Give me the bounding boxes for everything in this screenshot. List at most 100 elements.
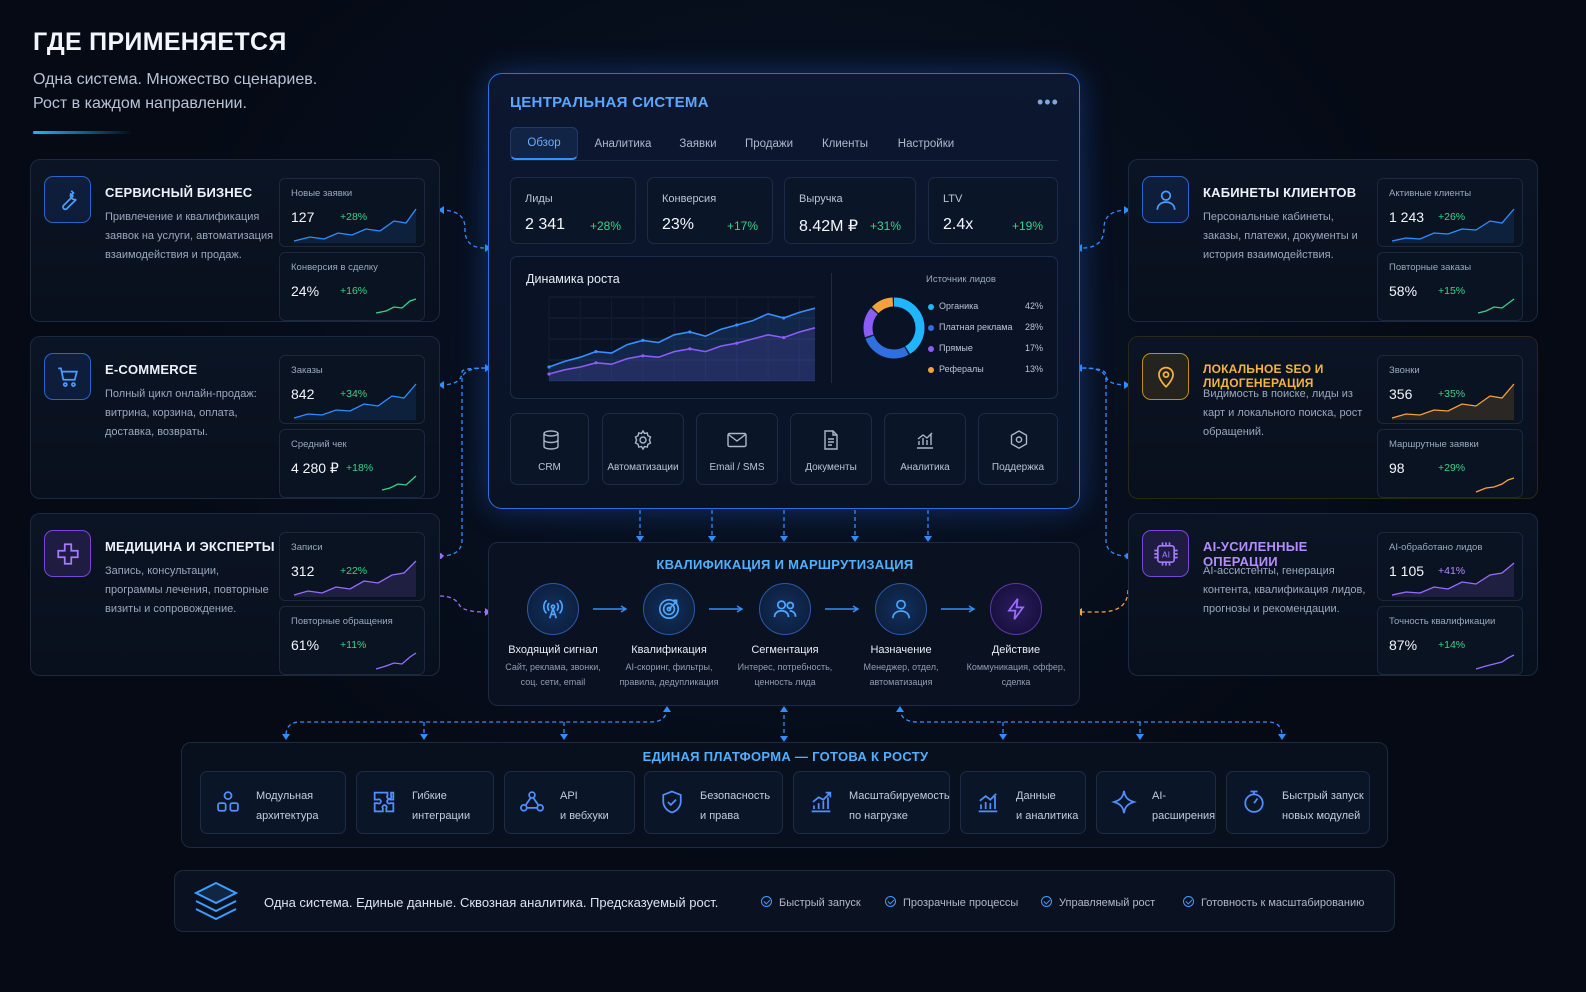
feature-data-analytics[interactable]: Данные и аналитика (960, 771, 1086, 834)
tile-documents[interactable]: Документы (790, 413, 872, 485)
panel-client-accounts[interactable]: КАБИНЕТЫ КЛИЕНТОВ Персональные кабинеты,… (1128, 159, 1538, 322)
metric-delta: +22% (340, 565, 368, 577)
step-title: Назначение (870, 644, 932, 656)
legend-item: Прямые 17% (928, 343, 1043, 353)
panel-ecommerce[interactable]: E-COMMERCE Полный цикл онлайн-продаж: ви… (30, 336, 440, 499)
check-icon (761, 896, 772, 907)
arrow-right-icon (941, 605, 976, 613)
step-title: Квалификация (631, 644, 707, 656)
kpi-card-leads[interactable]: Лиды 2 341 +28% (510, 177, 636, 244)
data-point (594, 350, 598, 354)
sparkline (1477, 298, 1515, 314)
step-action[interactable]: Действие Коммуникация, оффер, сделка (957, 583, 1075, 690)
panel-description: Видимость в поиске, лиды из карт и локал… (1203, 388, 1363, 438)
metric-label: Звонки (1389, 365, 1420, 376)
tab-overview[interactable]: Обзор (510, 127, 578, 160)
legend-item: Платная реклама 28% (928, 322, 1043, 332)
svg-text:AI: AI (1162, 549, 1170, 559)
tab-sales[interactable]: Продажи (744, 137, 794, 150)
step-qualification[interactable]: Квалификация AI-скоринг, фильтры, правила… (610, 583, 728, 690)
legend-dot (928, 345, 934, 352)
donut-slice (863, 297, 925, 359)
map-pin-icon (1142, 353, 1189, 400)
growth-line-chart (547, 296, 816, 382)
document-icon (824, 430, 838, 450)
tile-label: Email / SMS (709, 462, 765, 473)
step-incoming-signal[interactable]: Входящий сигнал Сайт, реклама, звонки, со… (494, 583, 612, 690)
step-description: AI-скоринг, фильтры, правила, дедупликаци… (619, 662, 719, 687)
step-segmentation[interactable]: Сегментация Интерес, потребность, ценност… (726, 583, 844, 690)
tile-support[interactable]: Поддержка (978, 413, 1058, 485)
metric-delta: +26% (1438, 211, 1466, 223)
feature-modular-architecture[interactable]: Модульная архитектура (200, 771, 346, 834)
kpi-label: Конверсия (662, 193, 717, 205)
feature-api-webhooks[interactable]: API и вебхуки (504, 771, 635, 834)
data-point (641, 338, 645, 342)
tile-analytics[interactable]: Аналитика (884, 413, 966, 485)
kpi-value: 2.4x (943, 216, 974, 233)
kpi-label: Выручка (799, 193, 843, 205)
kpi-delta: +17% (726, 219, 758, 233)
step-description: Коммуникация, оффер, сделка (966, 662, 1066, 687)
donut-slice (863, 297, 925, 359)
feature-label: Масштабируемость по нагрузке (849, 790, 950, 822)
panel-service-business[interactable]: СЕРВИСНЫЙ БИЗНЕС Привлечение и квалифика… (30, 159, 440, 322)
metric-card: Точность квалификации 87% +14% (1377, 606, 1523, 675)
tile-automations[interactable]: Автоматизации (602, 413, 684, 485)
metric-card: Записи 312 +22% (279, 532, 425, 601)
feature-ai-extensions[interactable]: AI-расширения (1096, 771, 1216, 834)
metric-card: Средний чек 4 280 ₽ +18% (279, 429, 425, 498)
metric-delta: +29% (1438, 462, 1466, 474)
kpi-value: 23% (662, 216, 695, 233)
panel-description: Персональные кабинеты, заказы, платежи, … (1203, 211, 1358, 261)
step-title: Сегментация (751, 644, 819, 656)
kpi-card-ltv[interactable]: LTV 2.4x +19% (928, 177, 1058, 244)
kpi-delta: +31% (869, 219, 901, 233)
lead-source-title: Источник лидов (926, 274, 996, 285)
metric-card: Новые заявки 127 +28% (279, 178, 425, 247)
tile-label: Аналитика (900, 462, 950, 473)
users-icon (773, 600, 797, 618)
legend-item: Рефералы 13% (928, 364, 1043, 374)
panel-ai-operations[interactable]: AI AI-УСИЛЕННЫЕ ОПЕРАЦИИ AI-ассистенты, … (1128, 513, 1538, 676)
metric-delta: +15% (1438, 285, 1466, 297)
more-menu-icon[interactable]: ••• (1037, 92, 1059, 112)
feature-security[interactable]: Безопасность и права (644, 771, 783, 834)
tab-bar: Обзор Аналитика Заявки Продажи Клиенты Н… (510, 127, 1058, 161)
tab-analytics[interactable]: Аналитика (594, 137, 652, 150)
metric-delta: +28% (340, 211, 368, 223)
tile-crm[interactable]: CRM (510, 413, 589, 485)
legend-label: Органика (939, 301, 979, 311)
puzzle-icon (373, 791, 395, 813)
growth-chart-title: Динамика роста (526, 272, 620, 286)
tile-email-sms[interactable]: Email / SMS (696, 413, 778, 485)
legend-dot (928, 303, 934, 310)
person-icon (892, 599, 910, 619)
tab-clients[interactable]: Клиенты (821, 137, 869, 150)
metric-value: 842 (291, 386, 315, 402)
tab-requests[interactable]: Заявки (679, 137, 717, 150)
legend-item: Органика 42% (928, 301, 1043, 311)
tab-settings[interactable]: Настройки (897, 137, 955, 150)
panel-title: СЕРВИСНЫЙ БИЗНЕС (105, 185, 253, 200)
metric-delta: +34% (340, 388, 368, 400)
kpi-value: 2 341 (525, 216, 566, 233)
step-assignment[interactable]: Назначение Менеджер, отдел, автоматизация (842, 583, 960, 690)
legend-label: Рефералы (939, 364, 984, 374)
feature-flexible-integrations[interactable]: Гибкие интеграции (356, 771, 494, 834)
feature-label: Гибкие интеграции (412, 790, 471, 822)
panel-medicine-experts[interactable]: МЕДИЦИНА И ЭКСПЕРТЫ Запись, консультации… (30, 513, 440, 676)
panel-local-seo[interactable]: ЛОКАЛЬНОЕ SEO И ЛИДОГЕНЕРАЦИЯ Видимость … (1128, 336, 1538, 499)
feature-fast-launch[interactable]: Быстрый запуск новых модулей (1226, 771, 1370, 834)
legend-value: 42% (1024, 301, 1043, 311)
metric-label: AI-обработано лидов (1389, 542, 1483, 553)
step-title: Действие (991, 644, 1041, 656)
feature-scalability[interactable]: Масштабируемость по нагрузке (793, 771, 950, 834)
arrow-right-icon (709, 605, 744, 613)
layers-icon (193, 881, 239, 921)
scale-chart-icon (811, 791, 832, 813)
medical-cross-icon (44, 530, 91, 577)
kpi-card-conversion[interactable]: Конверсия 23% +17% (647, 177, 773, 244)
kpi-card-revenue[interactable]: Выручка 8.42M ₽ +31% (784, 177, 916, 244)
metric-delta: +35% (1438, 388, 1466, 400)
